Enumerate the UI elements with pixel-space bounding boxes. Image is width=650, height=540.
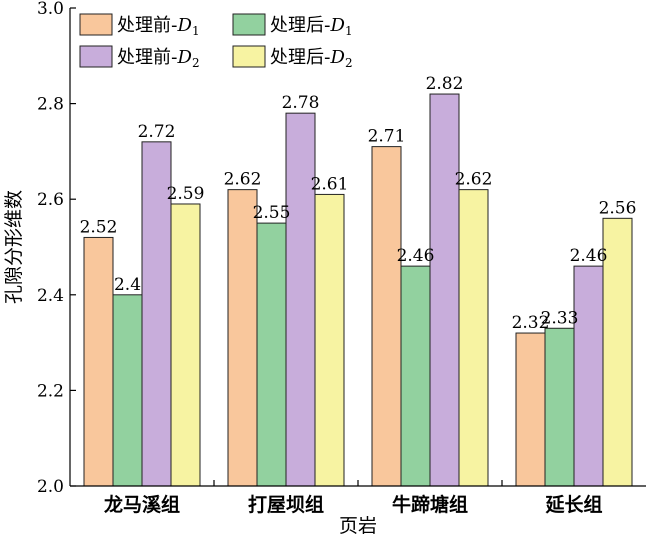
- data-label: 2.56: [599, 198, 637, 218]
- legend-label-var: D: [330, 47, 346, 68]
- legend-label-var: D: [330, 15, 346, 36]
- x-tick-label: 龙马溪组: [104, 493, 180, 516]
- data-label: 2.71: [368, 127, 406, 147]
- data-label: 2.61: [311, 174, 349, 194]
- data-label: 2.62: [455, 170, 493, 190]
- data-label: 2.33: [541, 308, 579, 328]
- legend-label-sub: 1: [345, 24, 353, 38]
- legend-label-main: 处理前-: [117, 47, 178, 68]
- y-tick-label: 2.0: [37, 477, 64, 497]
- x-axis-title: 页岩: [339, 515, 377, 537]
- data-label: 2.46: [570, 246, 608, 266]
- y-tick-label: 2.6: [37, 190, 64, 210]
- legend-label-main: 处理后-: [270, 15, 331, 36]
- legend-label-main: 处理前-: [117, 15, 178, 36]
- legend-label-sub: 2: [345, 56, 353, 70]
- bar-4-3: [573, 265, 604, 487]
- bar-2-2: [256, 222, 287, 487]
- legend-label: 处理后-D2: [270, 47, 353, 70]
- data-label: 2.62: [224, 170, 262, 190]
- legend-swatch: [79, 13, 113, 36]
- data-label: 2.4: [114, 275, 141, 295]
- x-tick-label: 牛蹄塘组: [392, 493, 468, 516]
- bar-1-2: [112, 294, 143, 487]
- legend-label: 处理前-D2: [117, 47, 200, 70]
- bar-4-1: [515, 332, 546, 487]
- y-axis-title: 孔隙分形维数: [3, 190, 25, 304]
- x-tick-label: 打屋坝组: [248, 493, 324, 516]
- y-tick-label: 2.8: [37, 95, 64, 115]
- legend-label-sub: 2: [192, 56, 200, 70]
- bar-1-3: [141, 141, 172, 487]
- axes-layer: 2.0 2.2 2.4 2.6 2.8 3.0 龙马溪组 打屋坝组 牛蹄塘组 延长组: [37, 0, 646, 516]
- legend-label: 处理前-D1: [117, 15, 200, 38]
- data-label: 2.52: [80, 217, 118, 237]
- bar-1-4: [170, 203, 201, 487]
- data-label: 2.78: [282, 93, 320, 113]
- bar-3-1: [371, 146, 402, 487]
- y-tick-label: 2.2: [37, 381, 64, 401]
- bar-3-2: [400, 265, 431, 487]
- legend-swatch: [232, 45, 266, 68]
- legend-label-main: 处理后-: [270, 47, 331, 68]
- data-label: 2.72: [138, 122, 176, 142]
- y-tick-label: 3.0: [37, 0, 64, 19]
- bar-2-4: [314, 193, 345, 487]
- bar-1-1: [83, 236, 114, 487]
- bar-2-1: [227, 189, 258, 487]
- bar-3-4: [458, 189, 489, 487]
- bar-3-3: [429, 93, 460, 487]
- bars-layer: [83, 93, 633, 487]
- y-tick-label: 2.4: [37, 286, 64, 306]
- bar-4-2: [544, 327, 575, 487]
- legend-label: 处理后-D1: [270, 15, 353, 38]
- data-label: 2.59: [167, 184, 205, 204]
- data-label: 2.55: [253, 203, 291, 223]
- legend-label-var: D: [177, 15, 193, 36]
- legend-label-sub: 1: [192, 24, 200, 38]
- bar-2-3: [285, 112, 316, 487]
- data-label: 2.82: [426, 74, 464, 94]
- data-labels-layer: 2.52 2.4 2.72 2.59 2.62 2.55 2.78 2.61 2.71 2.46 2…: [80, 74, 637, 333]
- legend-swatch: [79, 45, 113, 68]
- bar-4-4: [602, 217, 633, 487]
- legend-label-var: D: [177, 47, 193, 68]
- legend-swatch: [232, 13, 266, 36]
- x-tick-label: 延长组: [544, 493, 602, 516]
- data-label: 2.32: [512, 313, 550, 333]
- data-label: 2.46: [397, 246, 435, 266]
